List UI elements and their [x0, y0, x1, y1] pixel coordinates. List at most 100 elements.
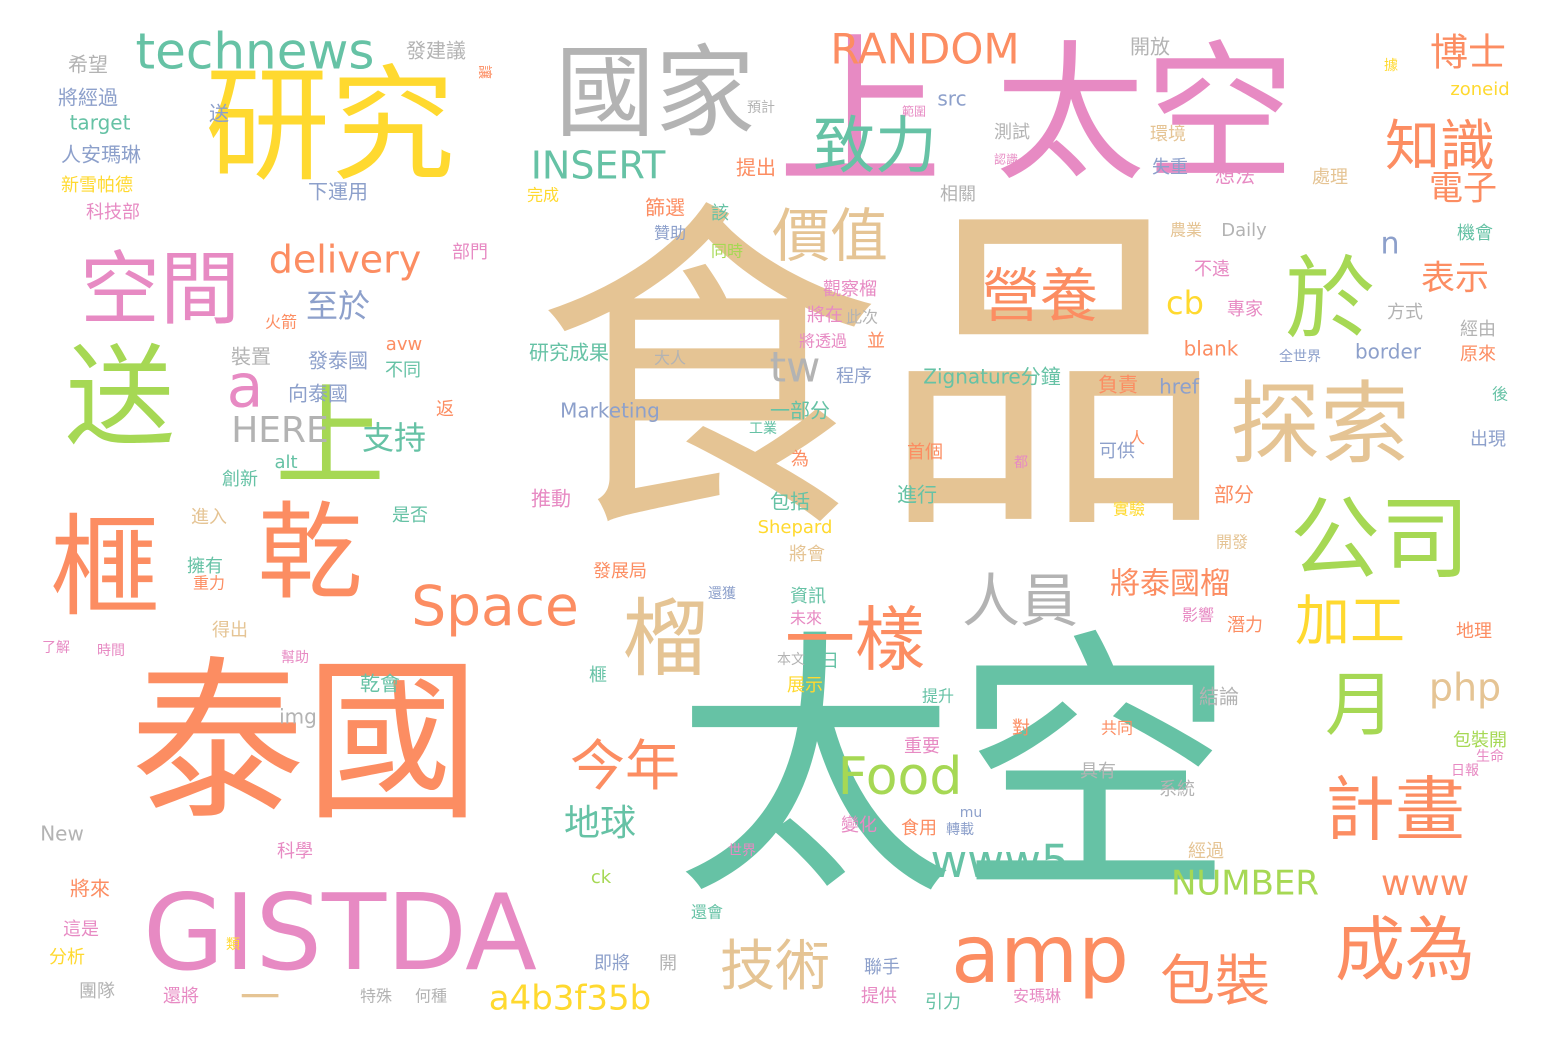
word-12: 探索	[1230, 372, 1410, 477]
word-80: 贊助	[654, 224, 686, 243]
word-115: 創新	[222, 469, 258, 490]
word-126: 進入	[191, 507, 227, 528]
word-116: 為	[791, 449, 809, 470]
word-40: 表示	[1421, 259, 1489, 299]
word-108: 返	[436, 399, 454, 420]
word-85: 方式	[1387, 302, 1423, 323]
word-36: INSERT	[531, 144, 666, 188]
word-64: 送	[209, 102, 229, 126]
word-48: php	[1429, 666, 1501, 710]
word-60: 人安瑪琳	[61, 143, 141, 167]
word-143: 幫助	[281, 650, 309, 666]
word-53: 將泰國榴	[1110, 567, 1230, 602]
word-32: 技術	[720, 934, 830, 998]
word-28: 人員	[962, 567, 1078, 635]
word-145: 日	[821, 651, 839, 672]
word-125: 部分	[1214, 483, 1254, 507]
word-158: 具有	[1080, 761, 1116, 782]
word-174: 即將	[594, 953, 630, 974]
word-63: 下運用	[308, 180, 368, 204]
word-91: 將透過	[799, 332, 847, 351]
word-87: 觀察榴	[823, 279, 877, 300]
word-74: 完成	[527, 186, 559, 205]
word-157: 重要	[904, 736, 940, 757]
word-52: 地球	[564, 803, 636, 844]
word-184: 讓	[476, 65, 493, 79]
word-131: 將會	[789, 544, 825, 565]
word-161: mu	[960, 805, 983, 821]
word-31: www5	[930, 835, 1069, 888]
word-67: 環境	[1150, 124, 1186, 145]
word-26: Space	[411, 574, 579, 638]
word-18: 營養	[982, 262, 1098, 330]
word-134: 資訊	[790, 586, 826, 607]
word-59: target	[70, 111, 131, 135]
word-130: 擁有	[187, 556, 223, 577]
word-37: delivery	[269, 238, 422, 282]
word-86: 經由	[1460, 319, 1496, 340]
word-187: 認識	[994, 152, 1018, 167]
word-137: 未來	[790, 609, 822, 628]
word-183: 安瑪琳	[1013, 987, 1061, 1006]
word-150: 結論	[1199, 685, 1239, 709]
word-162: 變化	[841, 815, 877, 836]
word-105: Zignature分鐘	[923, 365, 1061, 389]
word-93: 大人	[654, 349, 686, 368]
word-139: 潛力	[1227, 615, 1263, 636]
word-186: 範圍	[902, 104, 926, 119]
word-71: 想法	[1215, 164, 1255, 188]
word-13: 於	[1285, 247, 1375, 352]
word-9: 榧	[50, 503, 160, 631]
word-167: 經過	[1188, 841, 1224, 862]
word-129: 開發	[1216, 533, 1248, 552]
word-173: 分析	[49, 947, 85, 968]
word-153: 共同	[1101, 719, 1133, 738]
word-69: 提出	[736, 156, 776, 180]
word-89: 將在	[807, 305, 843, 326]
word-114: alt	[274, 452, 297, 473]
word-133: 發展局	[593, 561, 647, 582]
word-180: 何種	[415, 987, 447, 1006]
word-120: 可供	[1099, 441, 1135, 462]
word-146: 榧	[589, 665, 607, 686]
word-42: a	[227, 352, 264, 422]
word-38: 博士	[1430, 31, 1506, 75]
word-118: 人	[1129, 429, 1145, 448]
word-45: 支持	[362, 419, 426, 457]
word-50: www	[1381, 863, 1469, 904]
word-111: 工業	[749, 421, 777, 437]
word-14: 公司	[1290, 487, 1470, 592]
word-62: 科技部	[86, 202, 140, 223]
word-96: border	[1355, 340, 1422, 364]
word-123: 進行	[897, 483, 937, 507]
word-147: 展示	[787, 675, 823, 696]
word-175: 開	[659, 953, 677, 974]
word-19: 價值	[772, 202, 888, 270]
word-124: 實驗	[1113, 500, 1145, 519]
word-182: 引力	[925, 992, 961, 1013]
word-97: 原來	[1460, 344, 1496, 365]
word-122: 包括	[770, 490, 810, 514]
word-98: 火箭	[265, 313, 297, 332]
word-84: 專家	[1227, 299, 1263, 320]
word-79: 部門	[452, 242, 488, 263]
word-2: 太空	[995, 28, 1295, 202]
word-39: 電子	[1429, 169, 1497, 209]
word-140: 地理	[1456, 621, 1492, 642]
word-17: 致力	[813, 109, 937, 182]
word-92: 研究成果	[529, 341, 609, 365]
word-11: GISTDA	[143, 872, 537, 994]
word-10: 乾	[257, 492, 362, 614]
word-165: 科學	[277, 841, 313, 862]
word-135: 還獲	[708, 586, 736, 602]
word-110: 一部分	[770, 399, 830, 423]
word-152: 對	[1012, 718, 1030, 739]
word-179: 特殊	[360, 987, 392, 1006]
word-154: 生命	[1476, 748, 1504, 765]
word-113: 出現	[1470, 429, 1506, 450]
word-144: 本文	[777, 652, 805, 668]
word-83: 不遠	[1194, 259, 1230, 280]
word-138: 影響	[1182, 606, 1214, 625]
word-20: 知識	[1385, 114, 1495, 178]
